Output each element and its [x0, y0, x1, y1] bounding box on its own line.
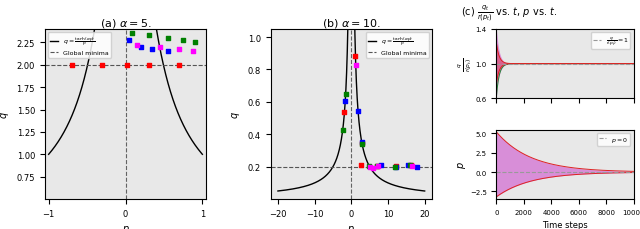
X-axis label: Time steps: Time steps — [542, 221, 588, 229]
Point — [143, 34, 154, 38]
Point — [67, 64, 77, 67]
Point — [353, 109, 363, 113]
Point — [163, 50, 173, 54]
Point — [350, 55, 360, 58]
Point — [391, 165, 401, 169]
Y-axis label: $q$: $q$ — [0, 111, 11, 118]
Point — [178, 39, 188, 42]
Text: (c) $\frac{q_t}{r(p_t)}$ vs. $t$, $p$ vs. $t$.: (c) $\frac{q_t}{r(p_t)}$ vs. $t$, $p$ vs… — [461, 3, 557, 23]
Point — [412, 166, 422, 169]
Point — [189, 41, 200, 45]
X-axis label: $p$: $p$ — [122, 224, 129, 229]
Point — [155, 46, 165, 49]
Title: (b) $\alpha = 10.$: (b) $\alpha = 10.$ — [322, 17, 381, 30]
Point — [132, 44, 142, 48]
Legend: $q = \frac{\tanh(\alpha p)}{p}$, Global minima: $q = \frac{\tanh(\alpha p)}{p}$, Global … — [48, 33, 111, 58]
Legend: $p = 0$: $p = 0$ — [597, 133, 630, 146]
Y-axis label: $q$: $q$ — [230, 111, 242, 118]
Point — [340, 93, 351, 97]
Point — [351, 64, 361, 67]
Point — [122, 64, 132, 67]
Point — [372, 165, 382, 169]
X-axis label: $p$: $p$ — [348, 224, 355, 229]
Point — [364, 164, 374, 168]
Point — [390, 166, 401, 169]
Point — [376, 164, 386, 167]
Point — [356, 141, 367, 144]
Point — [372, 164, 382, 168]
Legend: $q = \frac{\tanh(\alpha p)}{p}$, Global minima: $q = \frac{\tanh(\alpha p)}{p}$, Global … — [365, 33, 429, 58]
Point — [174, 48, 184, 51]
Point — [136, 46, 146, 49]
Point — [174, 64, 184, 67]
Point — [373, 164, 383, 168]
Point — [340, 100, 350, 104]
Point — [357, 143, 367, 147]
Point — [365, 166, 375, 169]
Point — [405, 164, 415, 168]
Point — [403, 164, 413, 168]
Point — [406, 164, 416, 167]
Point — [143, 64, 154, 67]
Point — [188, 50, 198, 54]
Point — [356, 142, 367, 145]
Point — [147, 48, 157, 51]
Point — [124, 39, 134, 42]
Legend: $\frac{q}{r(p_t)} = 1$: $\frac{q}{r(p_t)} = 1$ — [591, 33, 630, 49]
Y-axis label: $\frac{q}{r(p_t)}$: $\frac{q}{r(p_t)}$ — [457, 57, 474, 72]
Point — [339, 111, 349, 114]
Point — [97, 64, 108, 67]
Point — [390, 165, 400, 169]
Y-axis label: $p$: $p$ — [456, 161, 468, 169]
Title: (a) $\alpha = 5.$: (a) $\alpha = 5.$ — [100, 17, 151, 30]
Point — [337, 128, 348, 132]
Point — [367, 166, 378, 170]
Point — [356, 164, 367, 167]
Point — [127, 32, 137, 36]
Point — [407, 165, 417, 168]
Point — [163, 37, 173, 41]
